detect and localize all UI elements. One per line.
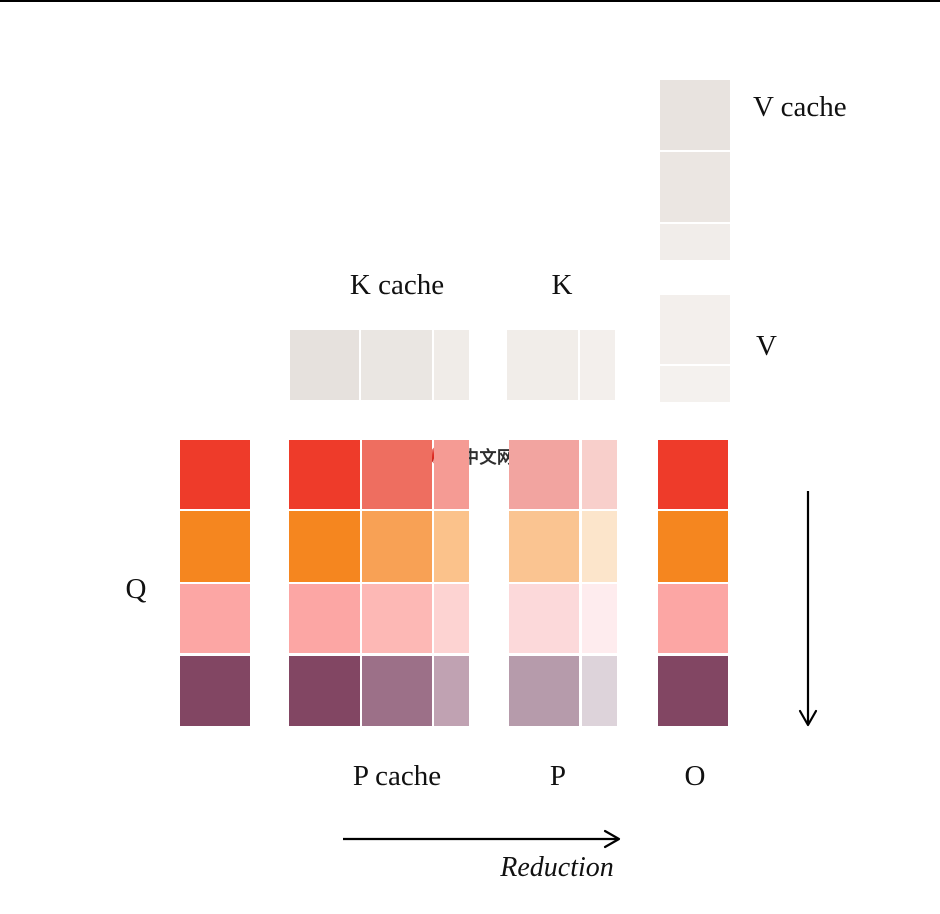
p-cache-block-r4-c2: [362, 656, 432, 726]
p-block-r4-c1: [509, 656, 579, 726]
q-block-r1-c1: [180, 440, 250, 509]
q-label: Q: [125, 573, 147, 605]
k-block-r1-c1: [507, 330, 578, 400]
o-label: O: [684, 760, 706, 792]
v-cache-label: V cache: [753, 91, 847, 123]
v-block-r2-c1: [660, 366, 730, 402]
k-cache-block-r1-c3: [434, 330, 469, 400]
v-cache-block-r3-c1: [660, 224, 730, 260]
watermark-site-text: 中文网: [462, 448, 515, 467]
k-cache-block-r1-c1: [290, 330, 359, 400]
p-cache-block-r1-c2: [362, 440, 432, 509]
p-cache-block-r3-c1: [289, 584, 360, 653]
k-block-r1-c2: [580, 330, 615, 400]
p-cache-block-r1-c3: [434, 440, 469, 509]
k-cache-label: K cache: [349, 269, 445, 301]
p-cache-block-r4-c3: [434, 656, 469, 726]
top-border-line: [0, 0, 940, 2]
o-block-r2-c1: [658, 511, 728, 582]
q-block-r3-c1: [180, 584, 250, 653]
p-cache-block-r2-c1: [289, 511, 360, 582]
v-cache-block-r1-c1: [660, 80, 730, 150]
p-label: P: [549, 760, 567, 792]
p-cache-block-r3-c3: [434, 584, 469, 653]
p-block-r3-c1: [509, 584, 579, 653]
o-block-r1-c1: [658, 440, 728, 509]
k-label: K: [551, 269, 573, 301]
o-block-r3-c1: [658, 584, 728, 653]
p-cache-block-r4-c1: [289, 656, 360, 726]
p-cache-block-r1-c1: [289, 440, 360, 509]
p-cache-block-r3-c2: [362, 584, 432, 653]
reduction-label: Reduction: [500, 852, 614, 883]
p-cache-block-r2-c3: [434, 511, 469, 582]
v-block-r1-c1: [660, 295, 730, 364]
down-arrow-icon: [798, 491, 818, 727]
p-cache-block-r2-c2: [362, 511, 432, 582]
p-block-r3-c2: [582, 584, 617, 653]
p-block-r1-c2: [582, 440, 617, 509]
p-cache-label: P cache: [352, 760, 442, 792]
k-cache-block-r1-c2: [361, 330, 432, 400]
o-block-r4-c1: [658, 656, 728, 726]
p-block-r2-c2: [582, 511, 617, 582]
v-label: V: [756, 330, 777, 362]
p-block-r2-c1: [509, 511, 579, 582]
p-block-r1-c1: [509, 440, 579, 509]
v-cache-block-r2-c1: [660, 152, 730, 222]
p-block-r4-c2: [582, 656, 617, 726]
q-block-r2-c1: [180, 511, 250, 582]
q-block-r4-c1: [180, 656, 250, 726]
right-arrow-icon: [343, 829, 621, 849]
